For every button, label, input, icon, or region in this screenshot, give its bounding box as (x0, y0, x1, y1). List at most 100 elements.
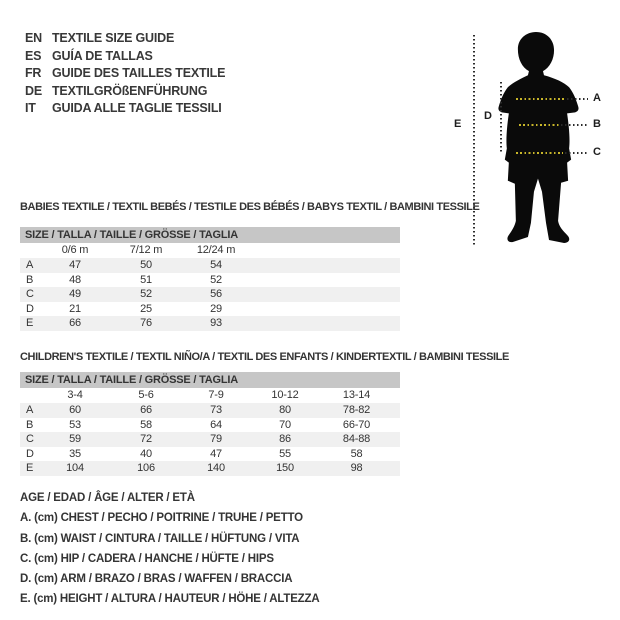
language-label: TEXTILGRÖßENFÜHRUNG (52, 83, 208, 98)
table-row: B 53 58 64 70 66-70 (20, 418, 400, 433)
cell-value (250, 258, 320, 273)
hip-measure-line (516, 152, 563, 154)
row-label: A (26, 259, 34, 271)
cell-value: 47 (69, 259, 81, 271)
cell-value (250, 287, 320, 302)
cell-value: 84-88 (342, 433, 371, 445)
table-row: 3-4 5-6 7-9 10-12 13-14 (20, 388, 400, 403)
row-label: E (26, 317, 34, 329)
language-label: TEXTILE SIZE GUIDE (52, 31, 175, 45)
cell-value (320, 316, 393, 331)
language-title-list: EN TEXTILE SIZE GUIDE ES GUÍA DE TALLAS FR GU… (25, 30, 225, 118)
figure-label-d: D (484, 110, 492, 122)
cell-value: 52 (210, 273, 222, 286)
cell-value: 7/12 m (129, 244, 163, 256)
waist-measure-leader (561, 124, 588, 126)
table-row: C 49 52 56 (20, 287, 400, 302)
chest-measure-leader (567, 98, 588, 100)
cell-value (250, 316, 320, 331)
language-code: ES (25, 48, 42, 63)
cell-value: 98 (350, 462, 363, 474)
cell-value: 35 (69, 447, 81, 460)
chest-measure-line (516, 98, 565, 100)
figure-label-e: E (454, 118, 462, 130)
language-title-row: DE TEXTILGRÖßENFÜHRUNG (25, 83, 225, 101)
cell-value: 80 (279, 404, 291, 416)
table-row: C 59 72 79 86 84-88 (20, 432, 400, 447)
children-size-table: SIZE / TALLA / TAILLE / GRÖSSE / TAGLIA 3… (20, 372, 400, 476)
cell-value: 3-4 (67, 389, 83, 401)
cell-value: 29 (210, 302, 222, 315)
cell-value: 73 (210, 404, 222, 416)
cell-value: 66-70 (342, 418, 371, 431)
cell-value: 25 (140, 302, 152, 315)
cell-value: 56 (210, 288, 222, 300)
cell-value: 76 (140, 317, 152, 329)
language-code: FR (25, 66, 42, 80)
row-label: E (26, 462, 34, 474)
cell-value: 79 (210, 433, 222, 445)
row-label (20, 388, 40, 403)
legend-age-line: AGE / EDAD / ÂGE / ALTER / ETÀ (20, 492, 195, 504)
row-label: C (26, 288, 34, 300)
language-label: GUÍA DE TALLAS (52, 48, 153, 63)
cell-value (320, 287, 393, 302)
cell-value: 21 (69, 302, 81, 315)
cell-value: 106 (137, 462, 155, 474)
legend-item: C. (cm) HIP / CADERA / HANCHE / HÜFTE / … (20, 552, 274, 565)
cell-value (320, 258, 393, 273)
language-title-row: EN TEXTILE SIZE GUIDE (25, 30, 225, 48)
cell-value: 104 (66, 462, 84, 474)
cell-value (320, 302, 393, 317)
cell-value: 66 (69, 317, 81, 329)
cell-value: 7-9 (208, 389, 224, 401)
cell-value: 78-82 (342, 404, 371, 416)
language-title-row: IT GUIDA ALLE TAGLIE TESSILI (25, 100, 225, 118)
table-row: D 21 25 29 (20, 302, 400, 317)
cell-value: 72 (140, 433, 152, 445)
babies-section-title: BABIES TEXTILE / TEXTIL BEBÉS / TESTILE … (20, 201, 480, 213)
table-row: E 66 76 93 (20, 316, 400, 331)
cell-value: 10-12 (271, 389, 299, 401)
cell-value: 86 (279, 433, 291, 445)
cell-value: 48 (69, 273, 81, 286)
legend-item: A. (cm) CHEST / PECHO / POITRINE / TRUHE… (20, 512, 303, 525)
cell-value: 93 (210, 317, 222, 329)
cell-value: 5-6 (138, 389, 154, 401)
row-label: B (26, 273, 34, 286)
legend-item: B. (cm) WAIST / CINTURA / TAILLE / HÜFTU… (20, 532, 300, 545)
cell-value (250, 243, 320, 258)
table-row: 0/6 m 7/12 m 12/24 m (20, 243, 400, 258)
language-label: GUIDA ALLE TAGLIE TESSILI (52, 101, 222, 115)
row-label (20, 243, 40, 258)
cell-value: 52 (140, 288, 152, 300)
figure-label-a: A (593, 92, 601, 104)
cell-value: 13-14 (342, 389, 371, 401)
language-code: EN (25, 31, 42, 45)
cell-value: 140 (207, 462, 225, 474)
hip-measure-leader (565, 152, 588, 154)
row-label: A (26, 404, 34, 416)
size-header-bar: SIZE / TALLA / TAILLE / GRÖSSE / TAGLIA (20, 372, 400, 388)
cell-value (250, 302, 320, 317)
row-label: B (26, 418, 34, 431)
cell-value: 53 (69, 418, 81, 431)
cell-value: 60 (69, 404, 81, 416)
cell-value: 47 (210, 447, 222, 460)
cell-value (320, 243, 393, 258)
table-row: B 48 51 52 (20, 273, 400, 288)
cell-value: 0/6 m (61, 244, 89, 256)
cell-value: 66 (140, 404, 152, 416)
waist-measure-line (519, 124, 559, 126)
cell-value: 70 (279, 418, 291, 431)
measurement-legend: AGE / EDAD / ÂGE / ALTER / ETÀ A. (cm) C… (20, 488, 320, 610)
cell-value: 55 (279, 447, 291, 460)
cell-value (320, 273, 393, 288)
cell-value: 12/24 m (196, 244, 236, 256)
table-row: A 60 66 73 80 78-82 (20, 403, 400, 418)
children-section-title: CHILDREN'S TEXTILE / TEXTIL NIÑO/A / TEX… (20, 351, 509, 363)
size-header-bar: SIZE / TALLA / TAILLE / GRÖSSE / TAGLIA (20, 227, 400, 243)
cell-value: 58 (140, 418, 152, 431)
cell-value (250, 273, 320, 288)
table-row: A 47 50 54 (20, 258, 400, 273)
